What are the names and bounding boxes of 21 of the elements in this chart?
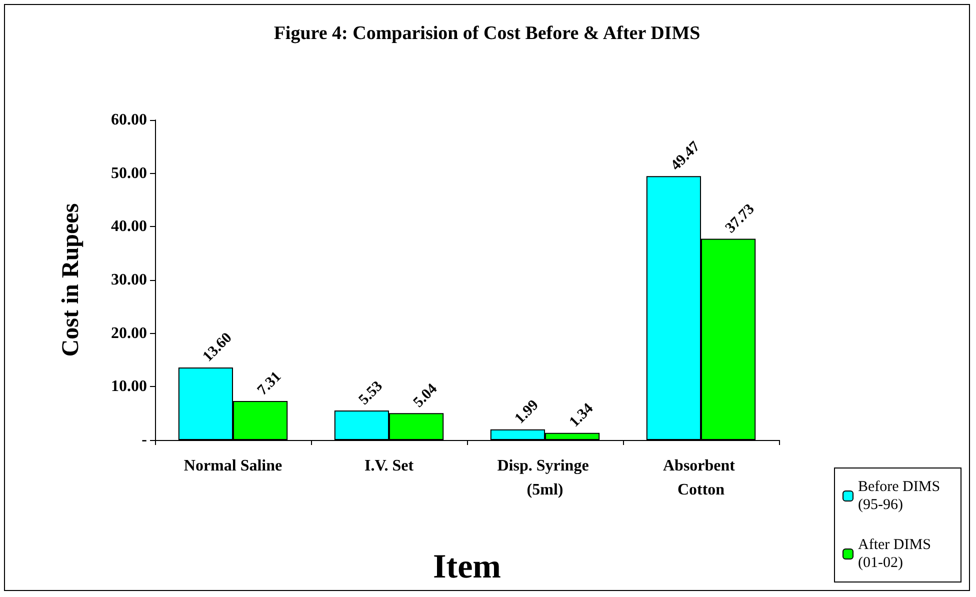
data-label: 7.31 (254, 368, 285, 399)
chart-title: Figure 4: Comparision of Cost Before & After DIMS (274, 23, 700, 44)
x-tick-label: Normal Saline (184, 458, 282, 474)
x-axis-title: Item (433, 548, 501, 586)
data-label: 5.04 (410, 380, 441, 411)
x-tick-label: I.V. Set (364, 458, 414, 474)
legend-label: Before DIMS (95-96) (858, 479, 944, 513)
y-tick-label: 60.00 (111, 112, 147, 128)
y-tick-label: - (142, 432, 147, 448)
y-tick-label: 40.00 (111, 218, 147, 236)
data-label: 1.99 (512, 397, 542, 428)
x-tick-label: Disp. Syringe (5ml) (497, 458, 593, 498)
data-label: 5.53 (356, 378, 386, 408)
y-axis-title: Cost in Rupees (58, 203, 84, 357)
y-tick-label: 50.00 (111, 164, 147, 182)
x-tick-label: Absorbent Cotton (662, 458, 740, 498)
y-tick-label: 30.00 (111, 272, 147, 288)
y-tick-label: 10.00 (111, 378, 147, 396)
data-label: 1.34 (566, 400, 597, 431)
legend-label: After DIMS (01-02) (858, 537, 935, 571)
y-tick-label: 20.00 (111, 324, 147, 342)
